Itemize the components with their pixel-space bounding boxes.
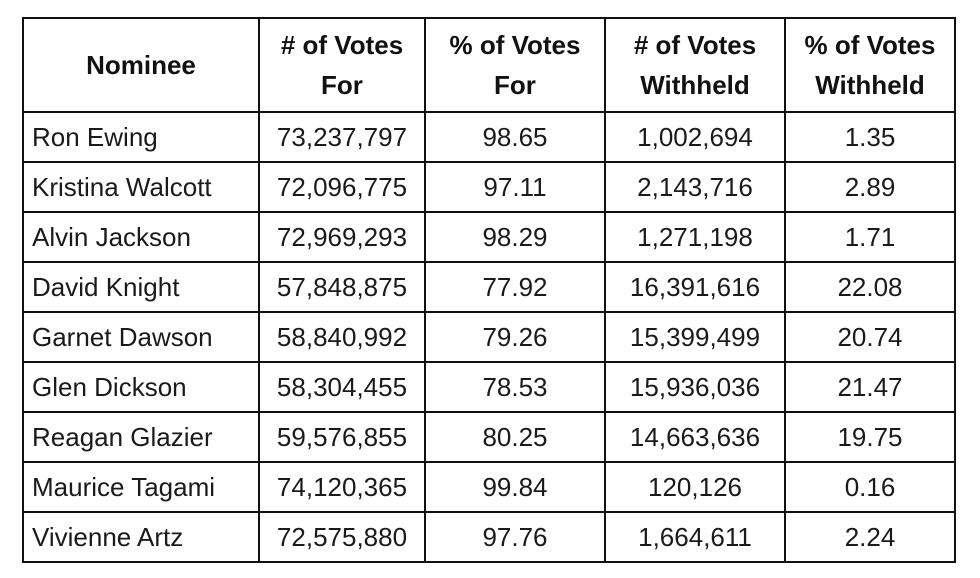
votes-withheld-cell: 1,664,611	[604, 511, 786, 563]
votes-for-cell: 74,120,365	[258, 461, 426, 513]
table-header-row: Nominee # of Votes For % of Votes For # …	[22, 17, 956, 113]
nominee-cell: Alvin Jackson	[22, 211, 260, 263]
header-pct-withheld-line1: % of Votes	[804, 30, 936, 60]
pct-for-cell: 78.53	[424, 361, 606, 413]
votes-withheld-cell: 16,391,616	[604, 261, 786, 313]
pct-for-cell: 80.25	[424, 411, 606, 463]
votes-for-cell: 72,096,775	[258, 161, 426, 213]
nominee-cell: Kristina Walcott	[22, 161, 260, 213]
votes-withheld-cell: 15,936,036	[604, 361, 786, 413]
votes-for-cell: 72,575,880	[258, 511, 426, 563]
table-row: Alvin Jackson 72,969,293 98.29 1,271,198…	[22, 211, 956, 263]
nominee-cell: David Knight	[22, 261, 260, 313]
votes-withheld-cell: 120,126	[604, 461, 786, 513]
votes-for-cell: 73,237,797	[258, 111, 426, 163]
votes-for-cell: 59,576,855	[258, 411, 426, 463]
header-votes-for-line1: # of Votes	[280, 30, 404, 60]
pct-withheld-cell: 1.71	[784, 211, 956, 263]
nominee-cell: Glen Dickson	[22, 361, 260, 413]
pct-for-cell: 79.26	[424, 311, 606, 363]
header-pct-withheld-line2: Withheld	[815, 70, 925, 100]
nominee-cell: Ron Ewing	[22, 111, 260, 163]
pct-withheld-cell: 2.24	[784, 511, 956, 563]
table-row: Reagan Glazier 59,576,855 80.25 14,663,6…	[22, 411, 956, 463]
table-row: David Knight 57,848,875 77.92 16,391,616…	[22, 261, 956, 313]
votes-withheld-cell: 14,663,636	[604, 411, 786, 463]
pct-withheld-cell: 20.74	[784, 311, 956, 363]
header-nominee-line1: Nominee	[86, 50, 196, 80]
pct-withheld-cell: 2.89	[784, 161, 956, 213]
vote-results-table: Nominee # of Votes For % of Votes For # …	[22, 17, 956, 563]
table-row: Maurice Tagami 74,120,365 99.84 120,126 …	[22, 461, 956, 513]
pct-for-cell: 99.84	[424, 461, 606, 513]
table-row: Garnet Dawson 58,840,992 79.26 15,399,49…	[22, 311, 956, 363]
header-nominee: Nominee	[22, 17, 260, 113]
header-votes-for-line2: For	[321, 70, 363, 100]
nominee-cell: Maurice Tagami	[22, 461, 260, 513]
table-row: Kristina Walcott 72,096,775 97.11 2,143,…	[22, 161, 956, 213]
header-votes-withheld-line2: Withheld	[640, 70, 750, 100]
pct-withheld-cell: 22.08	[784, 261, 956, 313]
votes-withheld-cell: 1,002,694	[604, 111, 786, 163]
pct-for-cell: 98.65	[424, 111, 606, 163]
pct-withheld-cell: 1.35	[784, 111, 956, 163]
table-row: Glen Dickson 58,304,455 78.53 15,936,036…	[22, 361, 956, 413]
header-pct-for-line2: For	[494, 70, 536, 100]
nominee-cell: Garnet Dawson	[22, 311, 260, 363]
header-votes-withheld-line1: # of Votes	[633, 30, 757, 60]
votes-for-cell: 58,304,455	[258, 361, 426, 413]
nominee-cell: Reagan Glazier	[22, 411, 260, 463]
votes-for-cell: 58,840,992	[258, 311, 426, 363]
votes-for-cell: 72,969,293	[258, 211, 426, 263]
pct-for-cell: 77.92	[424, 261, 606, 313]
header-pct-for-line1: % of Votes	[449, 30, 581, 60]
votes-withheld-cell: 2,143,716	[604, 161, 786, 213]
pct-withheld-cell: 19.75	[784, 411, 956, 463]
header-votes-for: # of Votes For	[258, 17, 426, 113]
table-row: Vivienne Artz 72,575,880 97.76 1,664,611…	[22, 511, 956, 563]
nominee-cell: Vivienne Artz	[22, 511, 260, 563]
votes-for-cell: 57,848,875	[258, 261, 426, 313]
pct-for-cell: 97.76	[424, 511, 606, 563]
header-votes-withheld: # of Votes Withheld	[604, 17, 786, 113]
pct-for-cell: 97.11	[424, 161, 606, 213]
votes-withheld-cell: 1,271,198	[604, 211, 786, 263]
pct-withheld-cell: 21.47	[784, 361, 956, 413]
vote-results-table-container: Nominee # of Votes For % of Votes For # …	[22, 17, 956, 563]
header-pct-for: % of Votes For	[424, 17, 606, 113]
votes-withheld-cell: 15,399,499	[604, 311, 786, 363]
pct-withheld-cell: 0.16	[784, 461, 956, 513]
pct-for-cell: 98.29	[424, 211, 606, 263]
header-pct-withheld: % of Votes Withheld	[784, 17, 956, 113]
table-row: Ron Ewing 73,237,797 98.65 1,002,694 1.3…	[22, 111, 956, 163]
